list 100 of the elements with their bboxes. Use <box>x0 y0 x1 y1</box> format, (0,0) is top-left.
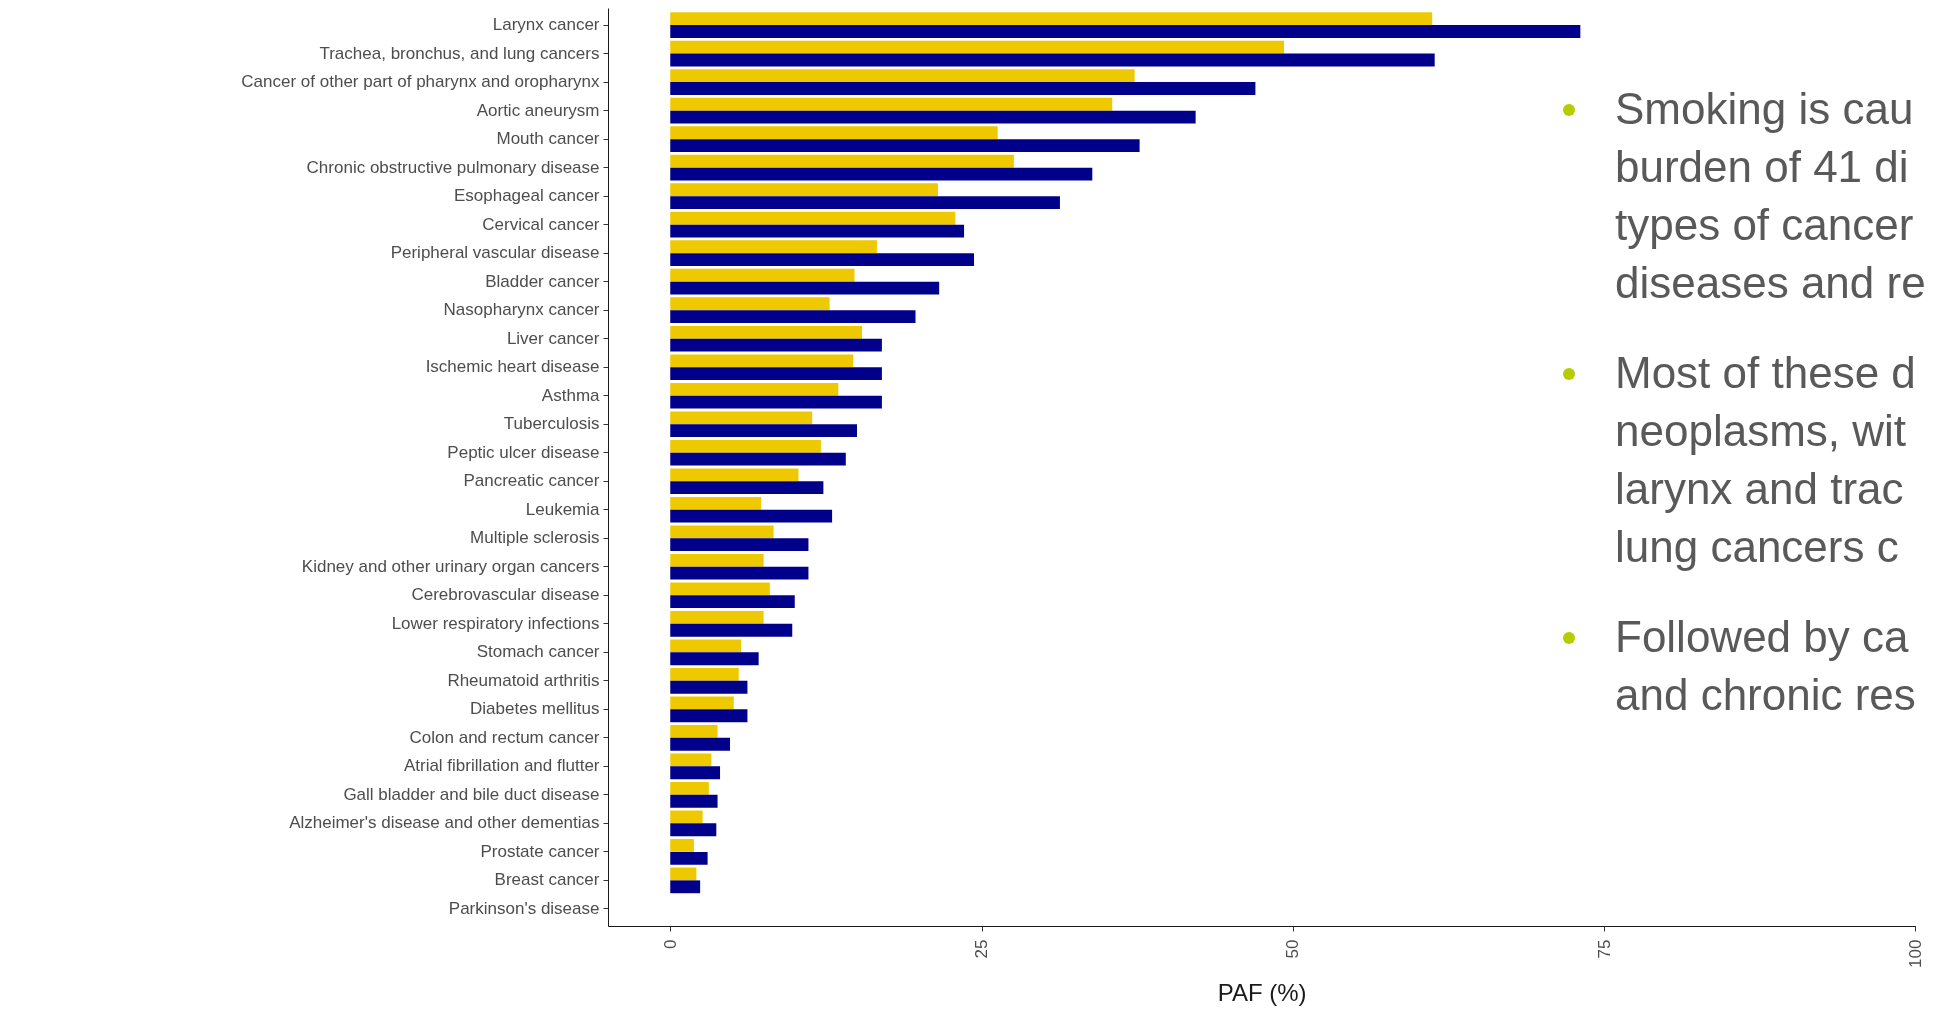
bar <box>670 582 770 596</box>
bar <box>670 823 717 837</box>
bar <box>670 794 718 808</box>
annotation: Followed by ca and chronic res <box>1614 611 1917 721</box>
bar <box>670 126 998 140</box>
x-tick-label: 50 <box>1283 939 1303 959</box>
bar <box>670 167 1093 181</box>
bar <box>670 766 721 780</box>
y-tick-label: Esophageal cancer <box>453 186 600 206</box>
bar <box>670 696 734 710</box>
y-tick-label: Cerebrovascular disease <box>411 585 600 605</box>
x-tick-label: 25 <box>972 939 991 959</box>
bar <box>670 69 1135 83</box>
bar <box>670 553 764 567</box>
y-tick-label: Asthma <box>541 385 601 405</box>
y-tick-label: Cancer of other part of pharynx and oropharynx <box>241 72 600 92</box>
bar <box>670 253 975 267</box>
bar <box>670 154 1014 168</box>
bar <box>670 25 1581 38</box>
y-tick-label: Atrial fibrillation and flutter <box>403 756 600 776</box>
bar <box>670 639 742 653</box>
bar <box>670 610 764 624</box>
y-tick-label: Gall bladder and bile duct disease <box>343 784 600 804</box>
bar <box>670 538 809 552</box>
bar <box>670 810 703 824</box>
y-tick-label: Tuberculosis <box>503 414 600 434</box>
bar <box>670 281 940 295</box>
bar <box>670 297 830 311</box>
bar <box>670 110 1196 124</box>
y-tick-label: Breast cancer <box>494 870 600 890</box>
bar <box>670 325 862 339</box>
bar <box>670 82 1256 95</box>
bar <box>670 97 1113 111</box>
bar <box>670 753 712 767</box>
bar <box>670 183 938 197</box>
bar <box>670 839 694 852</box>
y-tick-label: Rheumatoid arthritis <box>447 670 600 690</box>
y-tick-label: Multiple sclerosis <box>470 528 600 548</box>
y-tick-label: Prostate cancer <box>480 841 600 861</box>
bar <box>670 782 709 795</box>
y-tick-label: Bladder cancer <box>485 271 600 291</box>
y-tick-label: Aortic aneurysm <box>476 100 600 120</box>
y-tick-label: Parkinson's disease <box>448 898 600 918</box>
y-tick-label: Alzheimer's disease and other dementias <box>289 813 600 833</box>
bar <box>670 367 882 381</box>
bar <box>670 468 799 482</box>
bar <box>670 354 854 368</box>
bar <box>670 382 839 396</box>
x-tick-label: 0 <box>660 939 680 949</box>
y-tick-label: Leukemia <box>525 499 601 519</box>
bar <box>670 595 795 609</box>
bar <box>670 496 762 510</box>
bar <box>670 652 759 666</box>
bar <box>670 139 1140 152</box>
y-tick-label: Ischemic heart disease <box>425 357 600 377</box>
bar <box>670 53 1435 67</box>
bar <box>670 40 1285 54</box>
bar <box>670 268 855 282</box>
bar <box>670 880 701 894</box>
y-tick-label: Kidney and other urinary organ cancers <box>301 556 600 576</box>
bar <box>670 338 882 352</box>
bar <box>670 12 1433 26</box>
x-tick-label: 75 <box>1594 939 1614 959</box>
y-tick-label: Colon and rectum cancer <box>409 727 600 747</box>
bar <box>670 395 882 409</box>
y-tick-label: Nasopharynx cancer <box>443 300 600 320</box>
y-tick-label: Mouth cancer <box>496 129 600 149</box>
y-tick-label: Trachea, bronchus, and lung cancers <box>319 43 600 63</box>
bar <box>670 851 708 865</box>
bar <box>670 566 809 580</box>
annotation: Smoking is cau burden of 41 di types of cancer diseases and re <box>1614 83 1926 309</box>
bar <box>670 240 877 254</box>
bar <box>670 725 718 738</box>
bar <box>670 424 857 438</box>
bar <box>670 667 739 681</box>
y-tick-label: Diabetes mellitus <box>470 699 600 719</box>
bar <box>670 623 793 637</box>
y-tick-label: Stomach cancer <box>476 642 600 662</box>
bar <box>670 509 833 523</box>
y-tick-label: Peptic ulcer disease <box>447 442 600 462</box>
bar <box>670 525 774 539</box>
y-tick-label: Liver cancer <box>506 328 600 348</box>
bar <box>670 411 813 425</box>
x-tick-label: 100 <box>1905 939 1925 968</box>
bar <box>670 310 916 324</box>
y-tick-label: Peripheral vascular disease <box>390 243 600 263</box>
bar <box>670 196 1060 209</box>
bar <box>670 439 821 453</box>
x-axis-title: PAF (%) <box>1217 978 1307 1006</box>
bar <box>670 680 748 694</box>
y-tick-label: Cervical cancer <box>482 214 600 234</box>
y-tick-label: Larynx cancer <box>492 15 600 35</box>
bar <box>670 452 846 466</box>
bar <box>670 867 697 881</box>
bar <box>670 224 965 238</box>
y-tick-label: Lower respiratory infections <box>391 613 600 633</box>
y-tick-label: Chronic obstructive pulmonary disease <box>306 157 600 177</box>
y-tick-label: Pancreatic cancer <box>463 471 600 491</box>
bar <box>670 737 731 751</box>
bar <box>670 709 748 723</box>
